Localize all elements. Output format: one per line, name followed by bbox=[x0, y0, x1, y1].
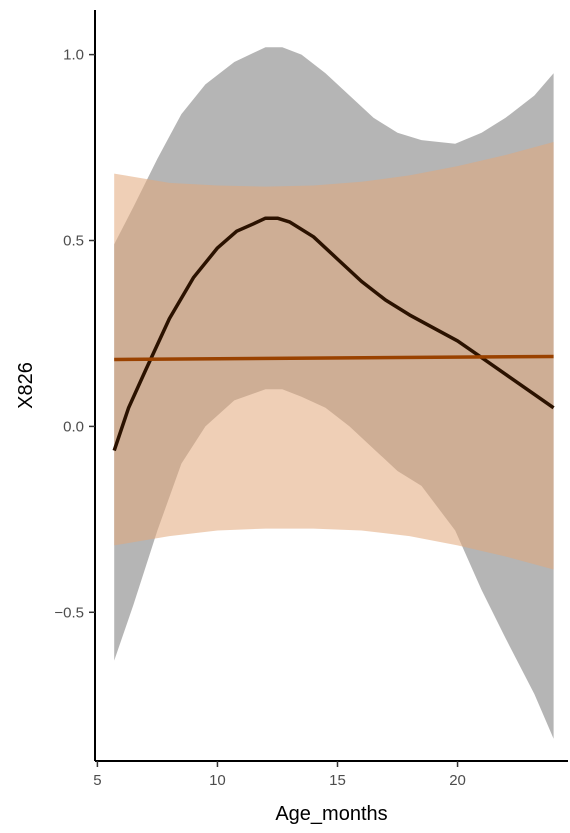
fit-lines bbox=[112, 216, 555, 452]
linear-fit-line bbox=[114, 354, 554, 362]
x-axis-ticks: 5 10 15 20 bbox=[93, 761, 466, 789]
x-tick-label: 15 bbox=[329, 772, 346, 789]
loess-fit-line bbox=[112, 216, 555, 452]
plot-area bbox=[112, 47, 555, 739]
y-tick-label: 0.0 bbox=[63, 418, 84, 435]
x-tick-label: 20 bbox=[449, 772, 466, 789]
x-axis-title: Age_months bbox=[275, 803, 387, 825]
x-tick-label: 5 bbox=[93, 772, 101, 789]
y-axis-title: X826 bbox=[15, 362, 37, 409]
x-tick-label: 10 bbox=[209, 772, 226, 789]
confidence-bands bbox=[114, 47, 554, 739]
linear-confidence-band bbox=[114, 142, 554, 570]
y-tick-label: 1.0 bbox=[63, 47, 84, 64]
y-axis-ticks: −0.5 0.0 0.5 1.0 bbox=[54, 47, 95, 621]
y-tick-label: 0.5 bbox=[63, 233, 84, 250]
y-tick-label: −0.5 bbox=[54, 604, 84, 621]
x-axis: 5 10 15 20 bbox=[93, 760, 568, 789]
y-axis: −0.5 0.0 0.5 1.0 bbox=[54, 10, 96, 761]
